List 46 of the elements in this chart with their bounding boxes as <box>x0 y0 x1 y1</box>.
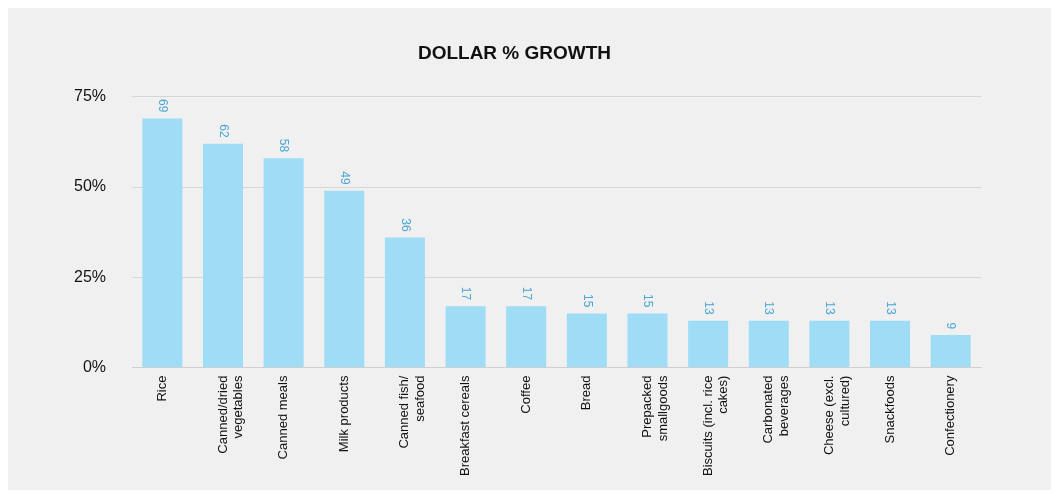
x-tick-label: Cheese (excl. cultured) <box>820 375 852 456</box>
bar <box>142 118 183 368</box>
x-tick-label: Biscuits (incl. rice cakes) <box>699 375 731 476</box>
data-label: 69 <box>156 99 171 113</box>
y-tick-label: 50% <box>73 177 107 195</box>
bar <box>384 237 425 368</box>
bar <box>748 320 789 368</box>
data-label: 15 <box>580 294 595 308</box>
data-label: 17 <box>459 286 474 301</box>
x-tick-label: Canned meals <box>275 375 291 460</box>
bar <box>566 313 607 368</box>
bar <box>688 320 729 368</box>
x-tick-label: Bread <box>578 375 594 411</box>
data-label: 9 <box>944 322 959 330</box>
data-label: 58 <box>277 138 292 153</box>
bar <box>809 320 850 368</box>
data-label: 36 <box>398 218 413 232</box>
y-tick-label: 75% <box>73 87 107 105</box>
y-tick-label: 0% <box>82 357 107 375</box>
chart-title: DOLLAR % GROWTH <box>417 41 612 63</box>
x-tick-label: Milk products <box>335 375 351 453</box>
x-tick-label: Prepacked smallgoods <box>639 375 670 442</box>
data-label: 13 <box>823 301 838 315</box>
x-tick-label: Breakfast cereals <box>457 375 473 476</box>
bar <box>445 306 486 368</box>
bar <box>506 306 547 368</box>
bar <box>324 190 365 368</box>
data-label: 15 <box>641 294 656 308</box>
data-label: 62 <box>216 124 231 139</box>
data-label: 13 <box>762 301 777 315</box>
y-tick-label: 25% <box>73 267 107 285</box>
bar <box>870 320 911 368</box>
data-label: 13 <box>883 301 898 315</box>
x-tick-label: Snackfoods <box>881 375 897 444</box>
x-tick-label: Rice <box>153 375 169 402</box>
x-tick-label: Canned/dried vegetables <box>214 375 246 454</box>
bar <box>930 335 971 368</box>
bar <box>202 143 243 368</box>
data-label: 13 <box>701 301 716 315</box>
x-tick-label: Confectionery <box>942 375 958 456</box>
data-label: 49 <box>337 171 352 185</box>
bar <box>627 313 668 368</box>
bar <box>263 158 304 368</box>
x-tick-label: Canned fish/ seafood <box>396 375 428 449</box>
x-tick-label: Coffee <box>517 375 533 414</box>
data-label: 17 <box>519 286 534 301</box>
